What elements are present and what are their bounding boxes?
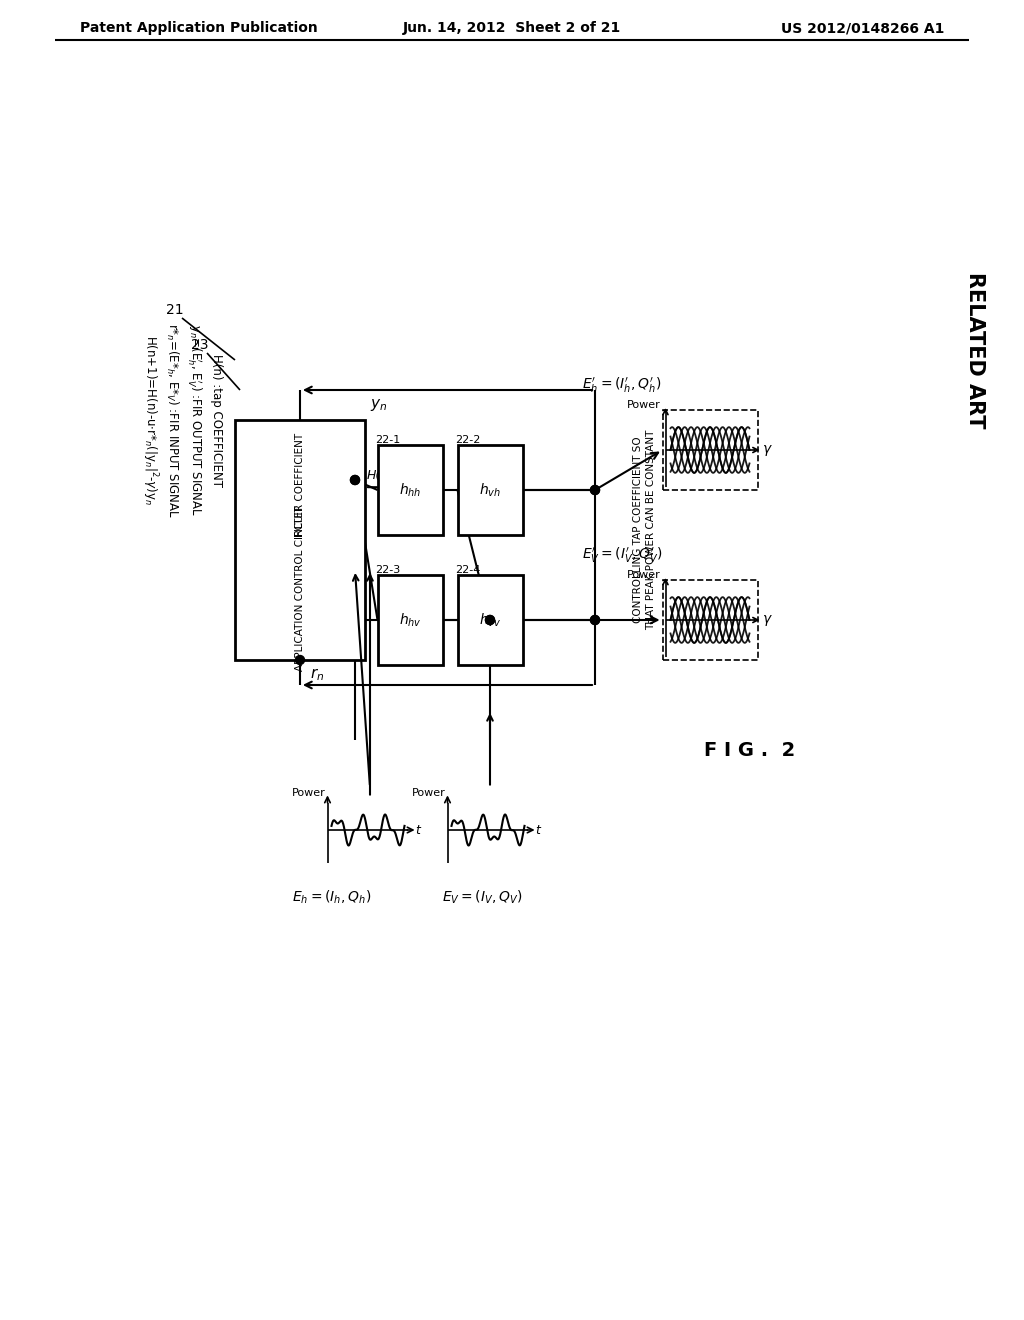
Text: F I G .  2: F I G . 2 — [705, 741, 796, 759]
Text: H(n): H(n) — [367, 469, 394, 482]
Text: 21: 21 — [166, 304, 184, 317]
Text: $h_{hv}$: $h_{hv}$ — [398, 611, 422, 628]
Text: Patent Application Publication: Patent Application Publication — [80, 21, 317, 36]
Circle shape — [485, 615, 495, 624]
Text: Power: Power — [292, 788, 326, 797]
Circle shape — [350, 475, 359, 484]
Text: $E_V' = (I_V', Q_V')$: $E_V' = (I_V', Q_V')$ — [583, 545, 664, 565]
Text: FILTER COEFFICIENT: FILTER COEFFICIENT — [295, 433, 305, 537]
Circle shape — [591, 615, 599, 624]
Text: CONTROLLING TAP COEFFICIENT SO: CONTROLLING TAP COEFFICIENT SO — [633, 437, 643, 623]
Text: H(n+1)=H(n)-u$\cdot$r*$_n$(|y$_n$|$^2$-$\gamma$)y$_n$: H(n+1)=H(n)-u$\cdot$r*$_n$(|y$_n$|$^2$-$… — [140, 335, 160, 506]
Circle shape — [591, 615, 599, 624]
Bar — [458, 445, 522, 535]
Text: $E_h' = (I_h', Q_h')$: $E_h' = (I_h', Q_h')$ — [583, 375, 662, 395]
Text: y$_n$=(E$_h'$, E$_V'$) :FIR OUTPUT SIGNAL: y$_n$=(E$_h'$, E$_V'$) :FIR OUTPUT SIGNA… — [185, 323, 203, 516]
Text: r*$_n$=(E*$_h$, E*$_V$) :FIR INPUT SIGNAL: r*$_n$=(E*$_h$, E*$_V$) :FIR INPUT SIGNA… — [164, 322, 180, 517]
Circle shape — [485, 615, 495, 624]
Text: 23: 23 — [191, 338, 209, 352]
Text: $r_n$: $r_n$ — [310, 667, 325, 684]
Circle shape — [350, 475, 359, 484]
Bar — [378, 576, 442, 665]
Text: $E_h = (I_h, Q_h)$: $E_h = (I_h, Q_h)$ — [293, 888, 372, 907]
Circle shape — [591, 486, 599, 495]
Text: 22-3: 22-3 — [376, 565, 400, 576]
Text: $y_n$: $y_n$ — [370, 397, 387, 413]
Text: 22-1: 22-1 — [376, 436, 400, 445]
Text: Power: Power — [412, 788, 445, 797]
Text: 22-4: 22-4 — [456, 565, 481, 576]
Text: $h_{vh}$: $h_{vh}$ — [479, 482, 501, 499]
Bar — [458, 576, 522, 665]
Circle shape — [591, 486, 599, 495]
Bar — [663, 411, 758, 490]
Text: $E_V = (I_V, Q_V)$: $E_V = (I_V, Q_V)$ — [442, 888, 523, 907]
Text: Jun. 14, 2012  Sheet 2 of 21: Jun. 14, 2012 Sheet 2 of 21 — [402, 21, 622, 36]
Text: $h_{vv}$: $h_{vv}$ — [479, 611, 501, 628]
Text: Power: Power — [627, 570, 660, 579]
Text: $\gamma$: $\gamma$ — [763, 612, 773, 627]
Text: t: t — [416, 824, 421, 837]
Bar — [234, 420, 365, 660]
Text: Power: Power — [627, 400, 660, 411]
Circle shape — [296, 656, 304, 664]
Text: THAT PEAK POWER CAN BE CONSTANT: THAT PEAK POWER CAN BE CONSTANT — [646, 430, 656, 630]
Bar — [378, 445, 442, 535]
Text: RELATED ART: RELATED ART — [965, 272, 985, 428]
Bar — [663, 579, 758, 660]
Text: $\gamma$: $\gamma$ — [763, 442, 773, 458]
Text: H(n) :tap COEFFICIENT: H(n) :tap COEFFICIENT — [210, 354, 222, 487]
Text: t: t — [536, 824, 541, 837]
Text: $h_{hh}$: $h_{hh}$ — [398, 482, 421, 499]
Text: US 2012/0148266 A1: US 2012/0148266 A1 — [780, 21, 944, 36]
Text: 22-2: 22-2 — [456, 436, 481, 445]
Text: APPLICATION CONTROL CIRCUIT: APPLICATION CONTROL CIRCUIT — [295, 506, 305, 671]
